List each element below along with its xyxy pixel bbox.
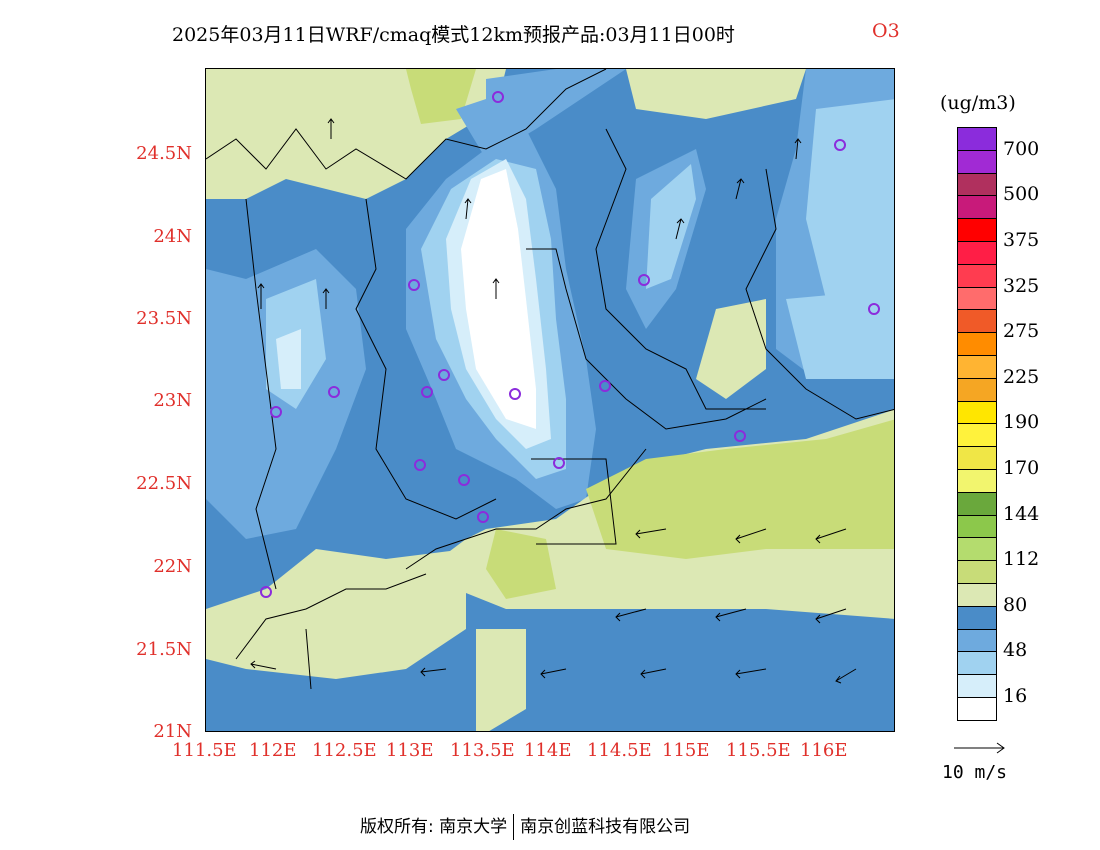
legend-swatch <box>957 605 997 629</box>
legend-swatch <box>957 446 997 469</box>
x-label-113-5E: 113.5E <box>450 740 515 761</box>
legend-swatch <box>957 514 997 538</box>
legend-label: 80 <box>1003 593 1028 616</box>
legend-swatch <box>957 674 997 697</box>
legend-swatch <box>957 696 997 721</box>
copyright-footer: 版权所有: 南京大学 南京创蓝科技有限公司 <box>360 812 690 840</box>
legend-label: 48 <box>1003 639 1028 662</box>
wind-scale-arrow <box>954 742 1005 754</box>
y-label-24-5N: 24.5N <box>136 143 192 164</box>
legend-label: 190 <box>1003 411 1040 434</box>
x-label-114E: 114E <box>524 740 572 761</box>
legend-swatch <box>957 240 997 264</box>
legend-units: (ug/m3) <box>940 92 1016 114</box>
legend-label: 700 <box>1003 137 1040 160</box>
legend-swatch <box>957 309 997 333</box>
x-label-114-5E: 114.5E <box>587 740 652 761</box>
x-label-115-5E: 115.5E <box>726 740 791 761</box>
region-e-lightblue <box>786 289 894 379</box>
legend-swatch <box>957 582 997 606</box>
x-label-112-5E: 112.5E <box>312 740 377 761</box>
legend-swatch <box>957 149 997 173</box>
region-s-green3 <box>486 529 556 599</box>
x-label-115E: 115E <box>662 740 710 761</box>
legend-swatch <box>957 560 997 583</box>
legend-label: 170 <box>1003 457 1040 479</box>
title-species: O3 <box>872 20 900 42</box>
region-ne-green <box>626 69 806 119</box>
y-label-23N: 23N <box>153 390 192 411</box>
legend-swatch <box>957 377 997 401</box>
title-main: 2025年03月11日WRF/cmaq模式12km预报产品:03月11日00时 <box>172 24 735 46</box>
region-s-green2 <box>586 419 894 559</box>
color-legend <box>957 127 997 721</box>
region-s-tongue <box>476 629 526 731</box>
legend-swatch <box>957 468 997 492</box>
y-label-21-5N: 21.5N <box>136 639 192 660</box>
legend-swatch <box>957 628 997 652</box>
legend-label: 275 <box>1003 320 1040 343</box>
map-svg <box>206 69 894 731</box>
legend-swatch <box>957 263 997 287</box>
x-label-116E: 116E <box>800 740 848 761</box>
plume-core <box>461 169 536 429</box>
legend-swatch <box>957 218 997 241</box>
region-w-lightest <box>276 329 301 389</box>
footer-separator <box>513 814 515 840</box>
y-label-22-5N: 22.5N <box>136 473 192 494</box>
wind-scale-label: 10 m/s <box>942 762 1008 783</box>
plume-ne-inner <box>646 164 696 289</box>
legend-label: 112 <box>1003 548 1040 571</box>
legend-label: 16 <box>1003 685 1028 707</box>
footer-right: 南京创蓝科技有限公司 <box>520 817 691 837</box>
legend-swatch <box>957 354 997 378</box>
legend-label: 325 <box>1003 274 1040 297</box>
legend-swatch <box>957 172 997 196</box>
legend-label: 225 <box>1003 365 1040 388</box>
legend-label: 500 <box>1003 183 1040 206</box>
legend-swatch <box>957 491 997 515</box>
legend-swatch <box>957 195 997 219</box>
region-e-green <box>696 299 766 399</box>
wind-vectors <box>250 118 857 684</box>
legend-label: 144 <box>1003 502 1040 525</box>
y-label-21N: 21N <box>153 721 192 742</box>
region-ne-lightblue <box>806 99 894 299</box>
legend-label: 375 <box>1003 229 1040 251</box>
legend-swatch <box>957 286 997 310</box>
y-label-22N: 22N <box>153 556 192 577</box>
x-label-113E: 113E <box>386 740 434 761</box>
x-label-111-5E: 111.5E <box>172 740 237 761</box>
legend-swatch <box>957 400 997 424</box>
x-label-112E: 112E <box>249 740 297 761</box>
legend-swatch <box>957 423 997 447</box>
stations <box>260 91 880 598</box>
legend-swatch <box>957 332 997 355</box>
legend-swatch <box>957 537 997 561</box>
y-label-23-5N: 23.5N <box>136 308 192 329</box>
legend-swatch <box>957 127 997 150</box>
region-sw-green <box>206 549 466 679</box>
footer-left: 版权所有: 南京大学 <box>360 817 508 837</box>
y-label-24N: 24N <box>153 226 192 247</box>
legend-swatch <box>957 651 997 675</box>
forecast-map <box>205 68 895 732</box>
